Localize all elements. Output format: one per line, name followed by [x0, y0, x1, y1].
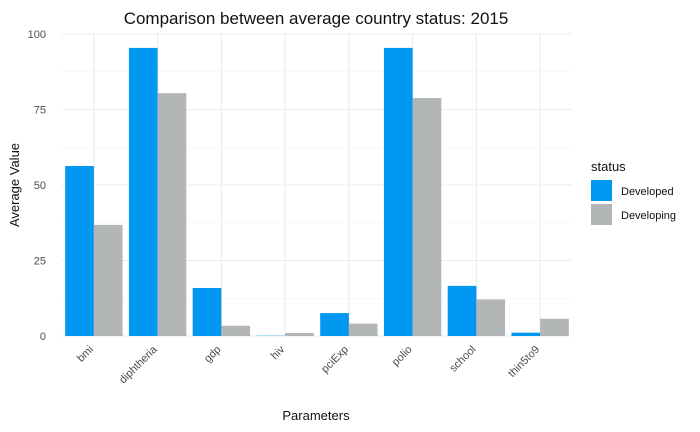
y-tick-label: 100 — [28, 29, 46, 41]
y-tick-label: 50 — [34, 180, 46, 192]
bar-developing-thin5to9 — [540, 318, 569, 336]
legend-swatch — [591, 180, 612, 201]
bar-developing-hiv — [285, 332, 314, 336]
x-tick-label: bmi — [75, 344, 96, 365]
x-tick-label: diphtheria — [117, 343, 160, 386]
bar-developing-pciExp — [348, 323, 378, 336]
bar-developed-bmi — [65, 165, 94, 336]
bar-developed-polio — [383, 47, 413, 336]
bar-developed-school — [447, 285, 477, 336]
y-axis-title: Average Value — [7, 143, 22, 227]
bar-developed-gdp — [192, 287, 222, 336]
x-tick-label: polio — [390, 344, 415, 369]
bar-developed-pciExp — [320, 313, 349, 336]
x-tick-label: pciExp — [319, 344, 351, 376]
legend-label: Developed — [621, 186, 674, 198]
bar-developing-bmi — [93, 224, 123, 336]
legend-title: status — [591, 159, 626, 174]
y-tick-label: 75 — [34, 105, 46, 117]
y-tick-label: 25 — [34, 256, 46, 268]
bar-developing-diphtheria — [157, 93, 187, 336]
x-tick-label: hiv — [269, 343, 288, 362]
bar-developing-school — [476, 299, 506, 336]
bars — [65, 47, 569, 336]
bar-developing-gdp — [221, 325, 251, 336]
bar-developed-diphtheria — [128, 47, 158, 336]
x-tick-label: school — [448, 344, 479, 375]
x-axis: bmi diphtheria gdp hiv pciExp polio school thin… — [75, 343, 542, 386]
x-tick-label: thin5to9 — [506, 344, 542, 380]
legend: status Developed Developing — [591, 159, 676, 225]
legend-swatch — [591, 204, 612, 225]
chart-title: Comparison between average country statu… — [124, 9, 509, 28]
x-tick-label: gdp — [202, 344, 223, 365]
y-axis: 0 25 50 75 100 — [28, 29, 46, 343]
x-axis-title: Parameters — [282, 408, 350, 423]
legend-label: Developing — [621, 210, 676, 222]
bar-developing-polio — [412, 98, 442, 336]
bar-developed-thin5to9 — [511, 332, 541, 336]
y-tick-label: 0 — [40, 331, 46, 343]
